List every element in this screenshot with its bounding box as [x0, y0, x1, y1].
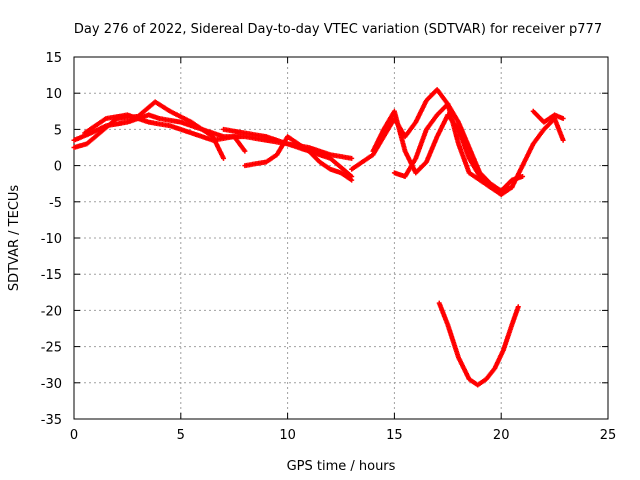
y-tick-label: -35 [41, 413, 62, 428]
series-track-g [370, 108, 515, 194]
grid-lines [74, 57, 608, 419]
series-track-e [242, 134, 355, 183]
data-points [71, 87, 566, 388]
series-track-h [391, 101, 526, 194]
y-axis-label: SDTVAR / TECUs [7, 185, 22, 292]
data-point [221, 155, 227, 161]
y-tick-label: 10 [45, 87, 62, 102]
data-point [520, 173, 526, 179]
x-tick-label: 20 [493, 428, 510, 443]
chart-title: Day 276 of 2022, Sidereal Day-to-day VTE… [74, 22, 602, 37]
series-track-j [436, 300, 521, 388]
y-tick-label: -5 [49, 196, 62, 211]
y-tick-label: -20 [41, 304, 62, 319]
y-tick-label: -30 [41, 377, 62, 392]
x-tick-label: 25 [600, 428, 617, 443]
series-track-i [530, 108, 566, 125]
data-point [560, 116, 566, 122]
x-tick-label: 5 [177, 428, 185, 443]
x-axis-label: GPS time / hours [287, 459, 396, 474]
data-point [349, 155, 355, 161]
x-tick-label: 15 [386, 428, 403, 443]
y-tick-label: 0 [54, 160, 62, 175]
data-point [349, 177, 355, 183]
y-tick-label: 5 [54, 123, 62, 138]
y-tick-label: -25 [41, 341, 62, 356]
x-axis-ticks: 0 5 10 15 20 25 [70, 57, 616, 443]
data-point [560, 137, 566, 143]
y-tick-label: -10 [41, 232, 62, 247]
data-point [242, 148, 248, 154]
data-point [515, 304, 521, 310]
y-tick-label: 15 [45, 51, 62, 66]
y-tick-label: -15 [41, 268, 62, 283]
series-track-b [71, 99, 227, 161]
x-tick-label: 10 [279, 428, 296, 443]
series-track-c [82, 112, 248, 154]
x-tick-label: 0 [70, 428, 78, 443]
y-axis-ticks: 15 10 5 0 -5 -10 -15 -20 -25 -30 -35 [41, 51, 608, 428]
data-point [509, 184, 515, 190]
series-track-f [349, 87, 566, 198]
